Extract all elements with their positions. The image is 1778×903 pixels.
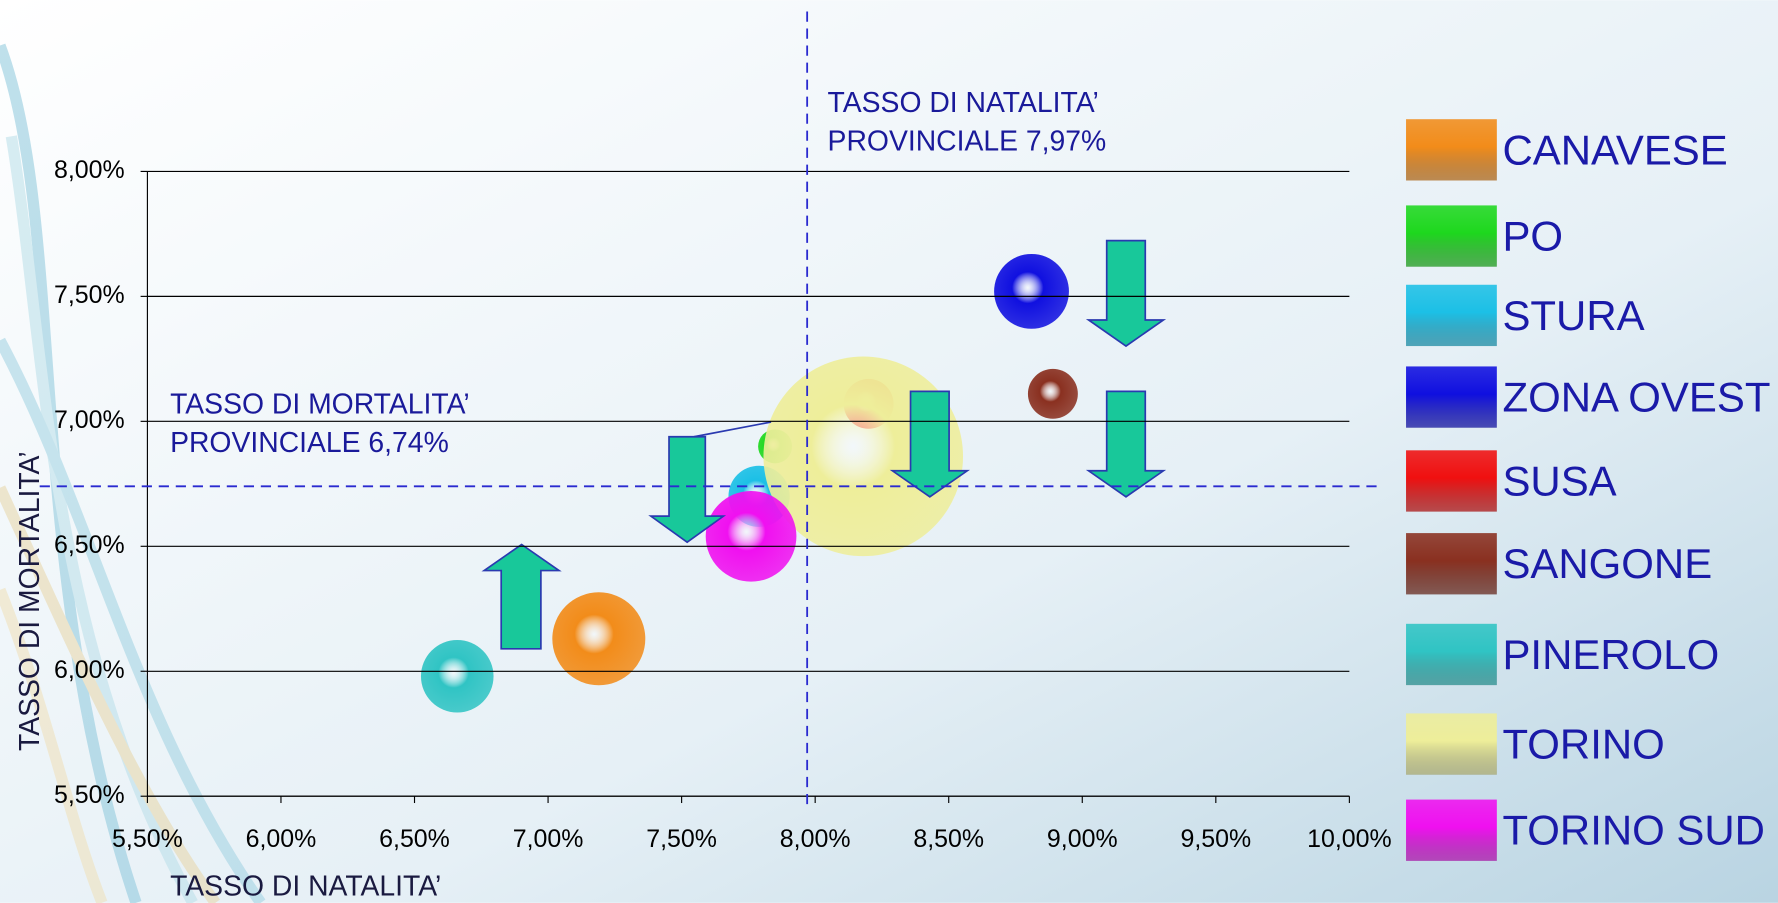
legend-label: TORINO SUD [1502,807,1765,854]
legend-label: PO [1502,213,1563,260]
legend-swatch-tint [1406,623,1497,686]
leader-line [693,421,772,438]
bubble [994,253,1069,329]
legend-label: CANAVESE [1502,126,1727,173]
legend-label: SUSA [1502,457,1616,504]
x-tick-label: 6,00% [246,825,317,853]
annotation: PROVINCIALE 7,97% [828,126,1107,158]
x-tick-label: 7,00% [513,825,584,853]
y-tick-label: 6,50% [54,531,125,559]
bubbles [420,253,1078,713]
legend-swatch-tint [1406,284,1497,347]
x-axis-label: TASSO DI NATALITA’ [170,871,441,903]
annotation: TASSO DI NATALITA’ [828,87,1099,119]
bubble [1027,368,1078,419]
legend-swatch-tint [1406,119,1497,181]
x-tick-label: 10,00% [1307,825,1392,853]
y-tick-label: 7,00% [54,406,125,434]
decoration [0,43,266,903]
y-tick-label: 6,00% [54,656,125,684]
x-tick-label: 9,50% [1180,825,1251,853]
x-tick-label: 7,50% [646,825,717,853]
legend-swatch-tint [1406,533,1497,595]
legend-swatch-tint [1406,205,1497,267]
bubble [705,490,797,582]
legend-swatch-tint [1406,366,1497,428]
annotation: PROVINCIALE 6,74% [170,427,449,459]
legend-label: PINEROLO [1502,631,1719,678]
legend-swatch-tint [1406,799,1497,861]
bubble [420,639,494,713]
legend-label: SANGONE [1502,540,1712,587]
legend-label: ZONA OVEST [1502,374,1770,421]
bubble [552,592,646,686]
x-tick-label: 8,50% [913,825,984,853]
legend-swatch-tint [1406,713,1497,775]
arrows [481,239,1167,650]
x-tick-label: 5,50% [112,825,183,853]
legend-swatch-tint [1406,450,1497,512]
y-tick-label: 8,00% [54,156,125,184]
legend-label: TORINO [1502,721,1664,768]
x-tick-label: 9,00% [1047,825,1118,853]
y-tick-label: 7,50% [54,281,125,309]
y-tick-label: 5,50% [54,781,125,809]
y-axis-label: TASSO DI MORTALITA’ [14,451,46,751]
x-tick-label: 6,50% [379,825,450,853]
x-tick-label: 8,00% [780,825,851,853]
annotation: TASSO DI MORTALITA’ [170,389,470,421]
legend-label: STURA [1502,292,1644,339]
